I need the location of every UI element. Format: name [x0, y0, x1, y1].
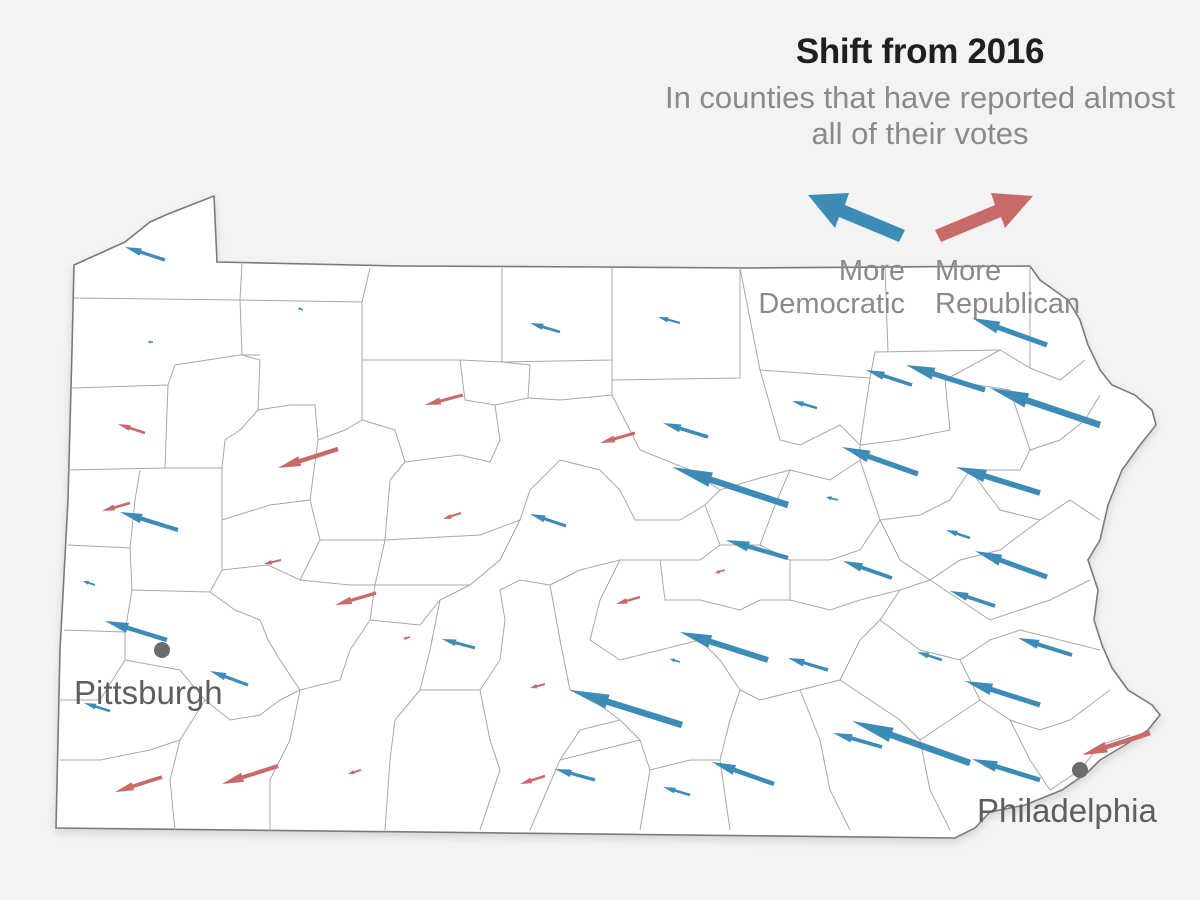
county-arrow-republican [335, 591, 377, 605]
county-arrow-republican [530, 683, 546, 689]
pittsburgh-dot [154, 642, 170, 658]
county-arrow-democratic [990, 388, 1101, 429]
legend-republican-label-line2: Republican [935, 288, 1081, 320]
county-arrow-republican [600, 431, 636, 443]
county-arrow-democratic [826, 496, 839, 501]
county-arrow-republican [348, 769, 362, 775]
philadelphia-label: Philadelphia [977, 792, 1157, 829]
county-arrow-democratic [670, 658, 681, 663]
legend-subtitle: In counties that have reported almost al… [664, 80, 1176, 151]
county-arrow-republican [222, 764, 279, 784]
county-arrow-democratic [658, 317, 681, 325]
county-arrow-democratic [298, 307, 304, 311]
county-arrow-democratic [672, 467, 789, 509]
county-arrow-republican [520, 774, 546, 784]
county-arrow-democratic [83, 580, 96, 586]
county-boundaries [60, 261, 1131, 831]
legend-arrows [808, 193, 1033, 242]
county-arrow-democratic [972, 318, 1048, 348]
county-arrow-democratic [210, 671, 249, 687]
county-arrow-democratic [792, 401, 818, 410]
county-arrow-republican [264, 559, 282, 565]
pittsburgh-label: Pittsburgh [74, 674, 223, 711]
county-arrow-republican [616, 595, 641, 604]
county-arrow-democratic [84, 703, 111, 713]
county-arrow-democratic [972, 759, 1041, 783]
county-arrow-democratic [442, 639, 476, 650]
county-arrow-republican [118, 424, 146, 435]
county-arrow-democratic [843, 561, 893, 580]
county-arrow-republican [443, 512, 462, 519]
philadelphia-dot [1072, 762, 1088, 778]
county-arrow-democratic [125, 247, 166, 262]
city-markers: Pittsburgh Philadelphia [74, 642, 1157, 829]
county-arrow-democratic [105, 621, 168, 643]
legend-democratic-label-line2: Democratic [758, 288, 905, 320]
county-shift-arrows [83, 247, 1151, 797]
pennsylvania-outline [55, 194, 1162, 839]
county-arrow-republican [1082, 730, 1151, 755]
legend-democratic-label: More Democratic [685, 255, 905, 321]
county-arrow-democratic [842, 447, 919, 477]
county-arrow-democratic [788, 658, 829, 672]
county-arrow-democratic [917, 652, 943, 662]
county-arrow-republican [425, 393, 464, 405]
legend-democratic-label-line1: More [838, 255, 905, 287]
legend-republican-arrow [935, 193, 1033, 242]
county-arrow-democratic [148, 340, 153, 344]
county-arrow-democratic [663, 787, 691, 797]
legend-democratic-arrow [808, 193, 905, 242]
county-arrow-democratic [680, 632, 769, 663]
county-arrow-democratic [852, 721, 972, 767]
county-arrow-democratic [965, 681, 1041, 708]
county-arrow-democratic [975, 551, 1048, 580]
county-arrow-democratic [946, 530, 971, 540]
legend-republican-label-line1: More [935, 255, 1002, 287]
county-arrow-republican [715, 569, 726, 574]
county-arrow-democratic [866, 370, 913, 387]
county-arrow-democratic [530, 514, 567, 528]
county-arrow-democratic [663, 423, 709, 439]
county-arrow-democratic [120, 512, 179, 532]
legend-title: Shift from 2016 [795, 32, 1045, 71]
county-arrow-democratic [570, 690, 683, 729]
county-arrow-democratic [906, 365, 986, 393]
legend-republican-label: More Republican [935, 255, 1155, 321]
county-arrow-democratic [726, 540, 789, 561]
county-arrow-republican [403, 636, 411, 640]
county-arrow-republican [102, 501, 131, 511]
county-arrow-democratic [712, 762, 775, 787]
county-arrow-republican [115, 775, 163, 792]
county-arrow-democratic [530, 323, 561, 334]
county-arrow-democratic [833, 733, 883, 749]
county-arrow-democratic [950, 591, 996, 608]
county-arrow-democratic [1018, 638, 1073, 657]
county-arrow-democratic [555, 769, 596, 782]
county-arrow-democratic [956, 467, 1041, 496]
county-arrow-republican [278, 446, 339, 468]
